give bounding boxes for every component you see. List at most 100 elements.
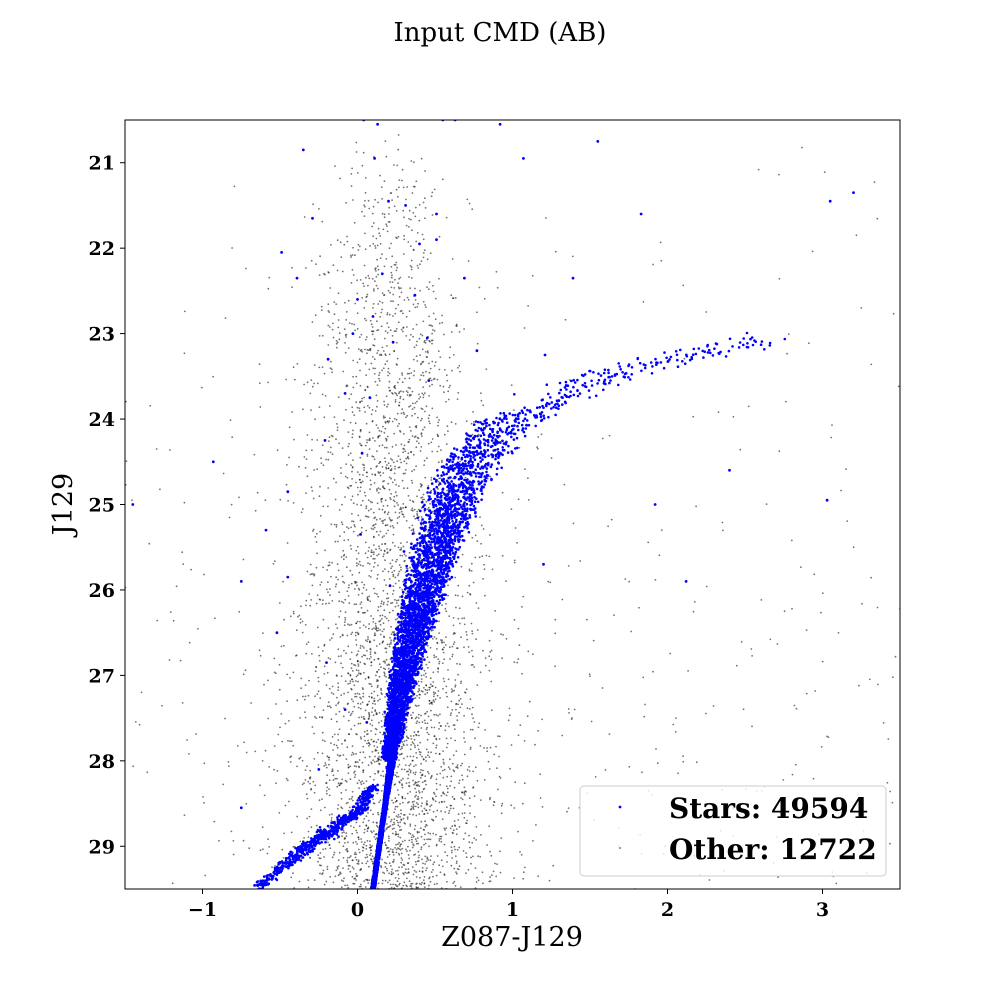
other-point	[319, 809, 322, 812]
star-point	[492, 433, 496, 437]
other-point	[371, 455, 373, 457]
other-point	[499, 871, 502, 874]
other-point	[360, 885, 362, 888]
other-point	[417, 267, 420, 269]
other-point	[418, 687, 420, 690]
other-point	[354, 254, 356, 257]
other-point	[363, 215, 366, 218]
other-point	[314, 715, 316, 718]
other-point	[419, 771, 422, 774]
other-point	[418, 813, 421, 815]
other-point	[365, 507, 368, 510]
other-point	[305, 449, 308, 452]
other-point	[364, 678, 367, 680]
other-point	[370, 615, 372, 617]
other-point	[330, 637, 333, 640]
other-point	[412, 374, 415, 377]
other-point	[401, 840, 404, 843]
other-point	[354, 582, 357, 585]
other-point	[362, 695, 365, 698]
other-point	[393, 500, 396, 503]
other-point	[388, 872, 390, 875]
other-point	[259, 654, 262, 657]
other-point	[460, 565, 463, 568]
other-point	[366, 515, 368, 518]
other-point	[347, 841, 349, 844]
other-point	[345, 652, 347, 655]
other-point	[440, 835, 443, 838]
other-point	[304, 624, 307, 626]
other-point	[382, 667, 385, 670]
other-point	[364, 191, 367, 194]
other-point	[362, 565, 364, 567]
other-point	[335, 438, 337, 441]
other-point	[456, 848, 459, 851]
other-point	[466, 638, 469, 641]
other-point	[371, 420, 374, 422]
other-point	[443, 763, 445, 765]
other-point	[353, 853, 356, 856]
other-point	[820, 746, 823, 748]
other-point	[333, 523, 336, 526]
other-point	[399, 802, 401, 805]
other-point	[423, 875, 426, 878]
other-point	[449, 807, 452, 810]
other-point	[273, 657, 276, 660]
other-point	[337, 319, 340, 321]
other-point	[458, 607, 461, 610]
other-point	[422, 862, 424, 865]
other-point	[359, 442, 361, 445]
other-point	[457, 584, 460, 587]
other-point	[347, 763, 350, 766]
other-point	[406, 816, 409, 819]
other-point	[443, 333, 445, 336]
other-point	[375, 674, 377, 677]
other-point	[391, 823, 394, 826]
other-point	[486, 747, 488, 749]
other-point	[493, 800, 495, 803]
other-point	[429, 252, 432, 255]
other-point	[482, 578, 484, 580]
other-point	[381, 614, 384, 617]
other-point	[451, 690, 454, 692]
other-point	[381, 308, 383, 311]
other-point	[740, 641, 743, 643]
other-point	[882, 722, 885, 724]
other-point	[365, 824, 368, 827]
other-point	[452, 882, 455, 885]
other-point	[440, 838, 442, 840]
other-point	[377, 679, 379, 682]
other-point	[429, 502, 431, 505]
other-point	[361, 862, 364, 865]
other-point	[378, 675, 381, 678]
other-point	[425, 306, 427, 308]
other-point	[365, 639, 367, 642]
other-point	[394, 783, 397, 786]
other-point	[357, 249, 360, 251]
other-point	[397, 599, 400, 602]
other-point	[549, 581, 552, 584]
other-point	[425, 339, 428, 341]
other-point	[377, 882, 380, 885]
other-point	[378, 721, 380, 724]
other-point	[356, 545, 359, 548]
other-point	[282, 580, 284, 583]
other-point	[345, 336, 347, 338]
other-point	[418, 790, 420, 792]
other-point	[408, 526, 411, 529]
other-point	[315, 602, 318, 605]
other-point	[387, 600, 389, 603]
other-point	[405, 592, 407, 595]
other-point	[336, 807, 339, 810]
other-point	[384, 416, 386, 419]
other-point	[433, 636, 436, 638]
other-point	[423, 882, 426, 885]
other-point	[510, 744, 513, 746]
other-point	[389, 865, 392, 867]
other-point	[350, 185, 353, 187]
other-point	[320, 581, 323, 584]
other-point	[372, 437, 374, 439]
other-point	[454, 297, 457, 299]
other-point	[364, 494, 367, 497]
other-point	[428, 385, 431, 387]
